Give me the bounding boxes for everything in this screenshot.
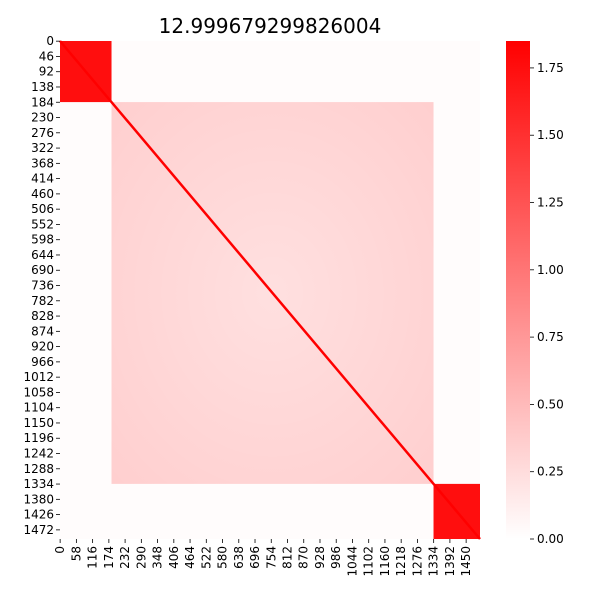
x-tick-label: 986: [329, 546, 343, 569]
x-tick-label: 116: [86, 546, 100, 569]
y-tick-label: 644: [31, 248, 54, 262]
colorbar-tick-label: 1.25: [537, 196, 564, 210]
x-tick-label: 812: [281, 546, 295, 569]
colorbar-tick-label: 0.25: [537, 465, 564, 479]
x-tick-label: 754: [264, 546, 278, 569]
y-tick-label: 690: [31, 263, 54, 277]
y-tick-label: 414: [31, 172, 54, 186]
y-tick-label: 1012: [23, 370, 54, 384]
y-tick-label: 736: [31, 279, 54, 293]
colorbar-ticks: 0.00 0.25 0.50 0.75 1.00 1.25 1.50 1.75: [530, 61, 564, 546]
x-tick-label: 638: [232, 546, 246, 569]
x-tick-label: 870: [297, 546, 311, 569]
y-tick-label: 92: [39, 65, 54, 79]
y-tick-label: 0: [46, 34, 54, 48]
x-tick-label: 348: [151, 546, 165, 569]
x-tick-label: 1276: [410, 546, 424, 577]
y-tick-label: 1472: [23, 523, 54, 537]
y-tick-label: 460: [31, 187, 54, 201]
y-tick-label: 1196: [23, 431, 54, 445]
x-tick-label: 1044: [345, 546, 359, 577]
colorbar: 0.00 0.25 0.50 0.75 1.00 1.25 1.50 1.75: [506, 41, 564, 546]
x-axis: 0 58 116 174 232 290 348 406 464 522 580 638 696 754 8…: [53, 539, 473, 577]
y-tick-label: 874: [31, 324, 54, 338]
heatmap-matrix: [59, 40, 481, 540]
x-tick-label: 1334: [427, 546, 441, 577]
y-tick-label: 230: [31, 111, 54, 125]
x-tick-label: 0: [53, 546, 67, 554]
y-tick-label: 598: [31, 233, 54, 247]
y-tick-label: 920: [31, 340, 54, 354]
x-tick-label: 1392: [443, 546, 457, 577]
x-tick-label: 174: [102, 546, 116, 569]
x-tick-label: 1102: [362, 546, 376, 577]
y-tick-label: 1242: [23, 447, 54, 461]
y-tick-label: 552: [31, 217, 54, 231]
y-tick-label: 1426: [23, 508, 54, 522]
heatmap-diagonal: [59, 40, 481, 540]
y-tick-label: 506: [31, 202, 54, 216]
y-tick-label: 966: [31, 355, 54, 369]
colorbar-gradient: [506, 41, 530, 539]
x-tick-label: 522: [199, 546, 213, 569]
chart-title: 12.999679299826004: [159, 14, 382, 38]
x-tick-label: 1160: [378, 546, 392, 577]
x-tick-label: 58: [69, 546, 83, 561]
x-tick-label: 580: [216, 546, 230, 569]
y-tick-label: 1334: [23, 477, 54, 491]
y-tick-label: 276: [31, 126, 54, 140]
y-tick-label: 138: [31, 80, 54, 94]
colorbar-tick-label: 1.75: [537, 61, 564, 75]
x-tick-label: 1218: [394, 546, 408, 577]
y-tick-label: 1058: [23, 385, 54, 399]
y-tick-label: 782: [31, 294, 54, 308]
x-tick-label: 1450: [459, 546, 473, 577]
y-tick-label: 1104: [23, 401, 54, 415]
colorbar-tick-label: 1.00: [537, 263, 564, 277]
y-tick-label: 828: [31, 309, 54, 323]
x-tick-label: 464: [183, 546, 197, 569]
y-tick-label: 184: [31, 95, 54, 109]
x-tick-label: 696: [248, 546, 262, 569]
x-tick-label: 928: [313, 546, 327, 569]
colorbar-tick-label: 1.50: [537, 128, 564, 142]
y-tick-label: 1150: [23, 416, 54, 430]
y-tick-label: 368: [31, 156, 54, 170]
x-tick-label: 406: [167, 546, 181, 569]
y-tick-label: 46: [39, 49, 54, 63]
y-tick-label: 1380: [23, 492, 54, 506]
colorbar-tick-label: 0.75: [537, 330, 564, 344]
colorbar-tick-label: 0.50: [537, 397, 564, 411]
colorbar-tick-label: 0.00: [537, 532, 564, 546]
y-tick-label: 1288: [23, 462, 54, 476]
y-tick-label: 322: [31, 141, 54, 155]
x-tick-label: 290: [134, 546, 148, 569]
x-tick-label: 232: [118, 546, 132, 569]
